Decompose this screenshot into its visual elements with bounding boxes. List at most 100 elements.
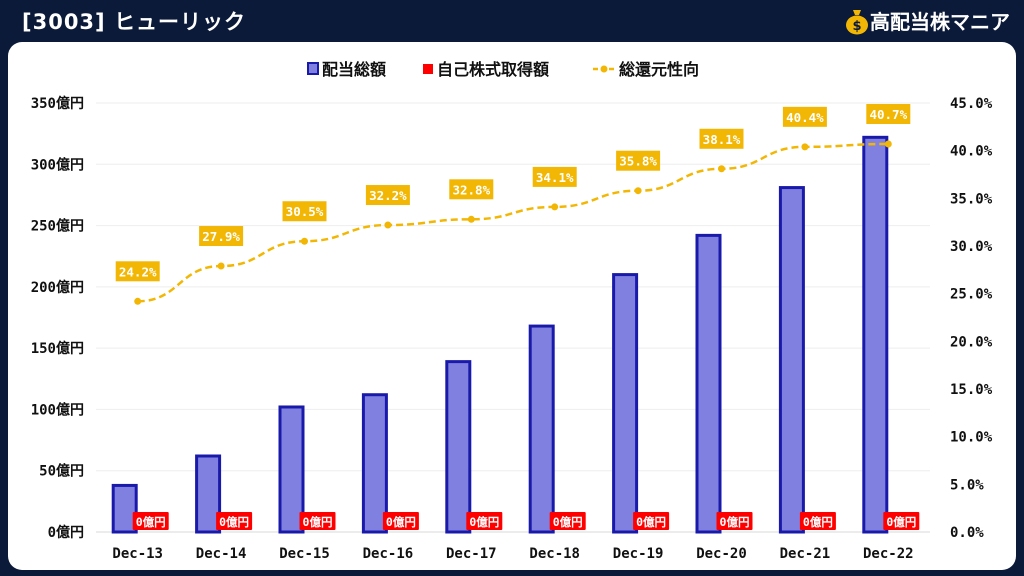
payout-point [718, 165, 725, 173]
legend-label-payout: 総還元性向 [619, 60, 699, 79]
y-left-tick-label: 300億円 [31, 156, 84, 173]
brand-logo: $ 高配当株マニア [844, 6, 1010, 35]
payout-point [134, 297, 142, 305]
payout-label-bg [365, 185, 410, 206]
x-tick-label: Dec-14 [196, 546, 247, 562]
dividend-bar [195, 454, 222, 534]
buyback-label-bg [132, 512, 169, 530]
buyback-data-label: 0億円 [636, 515, 666, 529]
bar-series: 0億円 0億円 0億円 0億円 0億円 0億円 0億円 0億円 0億円 0億円 [111, 135, 920, 534]
payout-point [301, 237, 308, 245]
payout-line [137, 142, 889, 303]
buyback-label-bg [633, 512, 670, 530]
payout-point [217, 262, 225, 270]
legend: 配当総額 自己株式取得額 総還元性向 [307, 60, 699, 79]
dividend-bar [278, 405, 305, 534]
payout-point [801, 143, 809, 151]
buyback-label-bg [299, 512, 336, 530]
y-left-tick-label: 0億円 [48, 524, 84, 541]
buyback-label-bg [716, 512, 753, 530]
payout-data-label: 32.8% [452, 182, 490, 197]
payout-point [551, 203, 559, 211]
payout-data-label: 24.2% [119, 264, 157, 279]
y-right-tick-label: 45.0% [950, 96, 993, 112]
dividend-bar [528, 324, 555, 534]
combo-chart: 0億円 0億円 0億円 0億円 0億円 0億円 0億円 0億円 0億円 0億円 24.2% 27.9… [31, 60, 993, 562]
x-tick-label: Dec-17 [446, 546, 497, 562]
payout-data-label: 40.4% [786, 110, 824, 125]
legend-label-dividend: 配当総額 [322, 60, 386, 79]
x-tick-label: Dec-15 [279, 546, 330, 562]
y-right-tick-label: 40.0% [950, 144, 993, 160]
payout-data-label: 32.2% [369, 188, 407, 203]
payout-label-bg [449, 179, 494, 200]
buyback-data-label: 0億円 [386, 515, 416, 529]
x-tick-label: Dec-21 [780, 546, 831, 562]
buyback-label-bg [382, 512, 419, 530]
y-right-tick-label: 35.0% [950, 191, 993, 207]
line-series: 24.2% 27.9% 30.5% 32.2% 32.8% 34.1% 35.8% 38.1%… [115, 103, 911, 305]
x-tick-label: Dec-13 [112, 546, 163, 562]
payout-label-bg [532, 166, 577, 187]
y-axis-right: 0.0% 5.0% 10.0% 15.0% 20.0% 25.0% 30.0% 35.0% 40… [950, 96, 993, 541]
payout-label-bg [782, 106, 827, 127]
x-tick-label: Dec-16 [363, 546, 414, 562]
payout-data-label: 38.1% [703, 132, 741, 147]
dividend-bar [695, 233, 722, 534]
svg-text:$: $ [852, 19, 861, 34]
y-right-tick-label: 30.0% [950, 239, 993, 255]
legend-label-buyback: 自己株式取得額 [437, 60, 549, 79]
dividend-bar [445, 360, 472, 534]
y-left-tick-label: 200億円 [31, 279, 84, 296]
buyback-label-bg [216, 512, 253, 530]
legend-swatch-dividend [307, 62, 319, 75]
y-right-tick-label: 15.0% [950, 382, 993, 398]
money-bag-icon: $ [846, 9, 868, 34]
y-left-tick-label: 100億円 [31, 401, 84, 418]
y-right-tick-label: 0.0% [950, 525, 984, 541]
buyback-data-label: 0億円 [136, 515, 166, 529]
x-tick-label: Dec-22 [863, 546, 914, 562]
buyback-label-bg [466, 512, 503, 530]
y-right-tick-label: 25.0% [950, 287, 993, 303]
buyback-data-label: 0億円 [219, 515, 249, 529]
payout-data-label: 35.8% [619, 154, 657, 169]
payout-label-bg [282, 201, 327, 222]
legend-marker-payout [600, 65, 608, 73]
x-tick-label: Dec-19 [613, 546, 664, 562]
y-left-tick-label: 250億円 [31, 218, 84, 235]
y-right-tick-label: 10.0% [950, 430, 993, 446]
legend-swatch-buyback [423, 64, 433, 74]
buyback-data-label: 0億円 [886, 515, 916, 529]
y-left-tick-label: 150億円 [31, 340, 84, 357]
payout-data-label: 27.9% [202, 229, 240, 244]
payout-data-label: 30.5% [286, 204, 324, 219]
y-left-tick-label: 50億円 [39, 463, 84, 480]
x-axis: Dec-13 Dec-14 Dec-15 Dec-16 Dec-17 Dec-18 Dec-… [112, 546, 913, 562]
y-axis-left: 0億円 50億円 100億円 150億円 200億円 250億円 300億円 350億円 [31, 95, 84, 541]
payout-data-label: 40.7% [869, 107, 907, 122]
buyback-data-label: 0億円 [553, 515, 583, 529]
dividend-bar [361, 393, 388, 534]
buyback-label-bg [883, 512, 920, 530]
buyback-data-label: 0億円 [469, 515, 499, 529]
payout-label-bg [699, 128, 744, 149]
dividend-bar [778, 186, 805, 534]
payout-point [467, 215, 475, 223]
chart-panel: 0億円 0億円 0億円 0億円 0億円 0億円 0億円 0億円 0億円 0億円 24.2% 27.9… [8, 42, 1016, 570]
x-tick-label: Dec-20 [696, 546, 747, 562]
dividend-bar [111, 483, 138, 534]
payout-point [384, 221, 392, 229]
payout-label-bg [199, 226, 244, 247]
y-right-tick-label: 20.0% [950, 334, 993, 350]
brand-name: 高配当株マニア [870, 10, 1010, 34]
buyback-data-label: 0億円 [720, 515, 750, 529]
payout-point [884, 140, 892, 148]
buyback-data-label: 0億円 [803, 515, 833, 529]
buyback-label-bg [799, 512, 836, 530]
page-title: [3003] ヒューリック [22, 10, 246, 34]
payout-label-bg [115, 261, 160, 282]
dividend-bar [862, 135, 889, 534]
payout-label-bg [616, 150, 661, 171]
